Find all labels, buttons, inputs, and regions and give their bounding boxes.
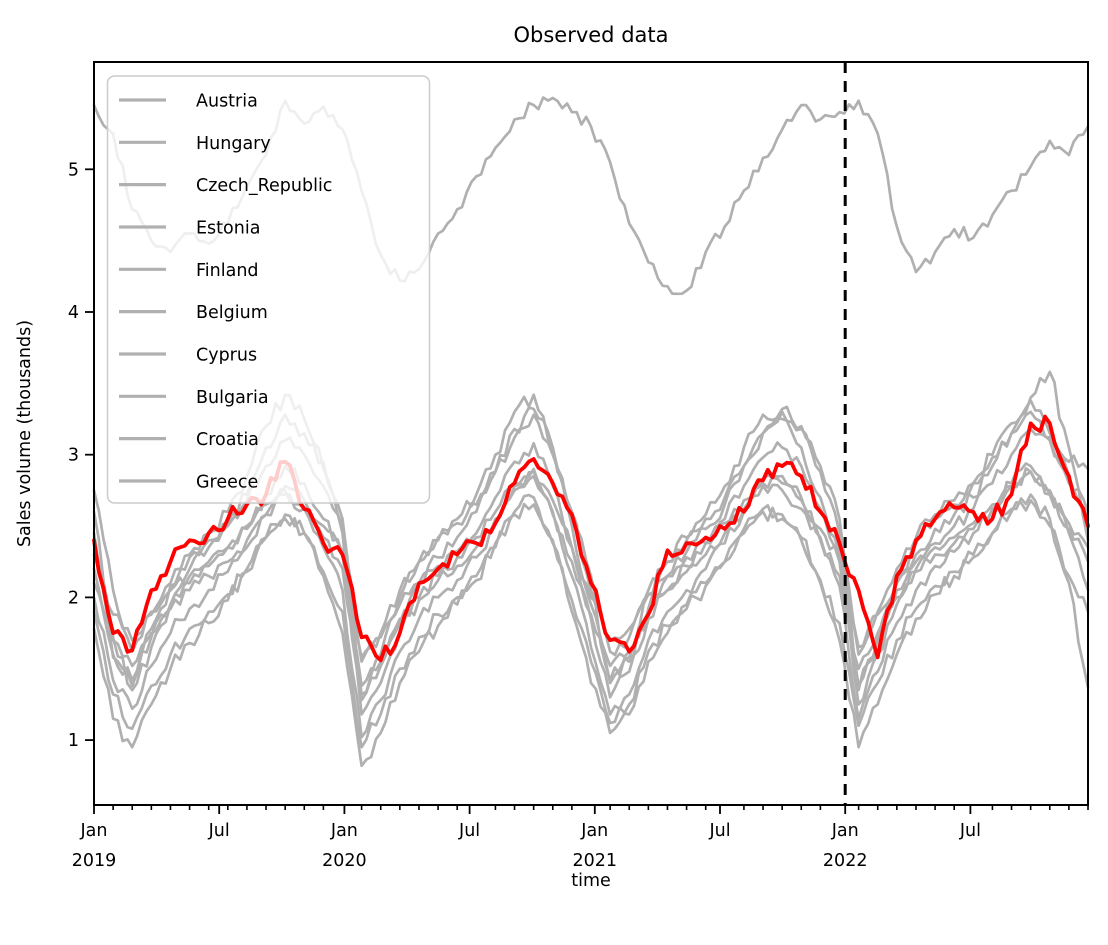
legend-box [106,75,431,504]
legend-label-Greece: Greece [196,472,258,492]
legend-label-Cyprus: Cyprus [196,345,257,365]
legend-label-Belgium: Belgium [196,303,268,323]
x-tick-label: Jul [208,821,230,841]
legend-label-Finland: Finland [196,261,259,281]
legend-label-Austria: Austria [196,92,258,112]
y-axis-label: Sales volume (thousands) [15,320,35,547]
series-line-Greece [92,467,1090,659]
y-tick-label: 1 [68,731,79,751]
x-tick-year-label: 2021 [573,851,618,871]
y-tick-label: 4 [68,303,79,323]
x-tick-label: Jul [959,821,981,841]
x-tick-label: Jan [330,821,358,841]
y-tick-label: 2 [68,588,79,608]
legend: Austria Hungary Czech_Republic Estonia Finla… [106,75,431,504]
x-tick-label: Jan [580,821,608,841]
plot-border [93,61,1089,806]
chart-title: Observed data [513,23,668,47]
x-tick-label: Jan [831,821,859,841]
x-tick-year-label: 2022 [823,851,868,871]
x-tick-year-label: 2019 [72,851,117,871]
axis-ticks [85,168,1089,814]
x-tick-label: Jul [458,821,480,841]
legend-label-Hungary: Hungary [196,134,271,154]
x-tick-year-label: 2020 [322,851,367,871]
legend-label-Czech_Republic: Czech_Republic [196,176,332,196]
x-tick-label: Jul [708,821,730,841]
legend-label-Bulgaria: Bulgaria [196,388,269,408]
series-line-Cyprus [92,467,1090,688]
legend-label-Croatia: Croatia [196,430,259,450]
series-line-Bulgaria [92,499,1090,749]
y-tick-label: 5 [68,160,79,180]
y-tick-label: 3 [68,446,79,466]
x-axis-label: time [571,871,611,891]
series-line-Finland [92,462,1090,739]
x-tick-label: Jan [80,821,108,841]
legend-label-Estonia: Estonia [196,218,260,238]
